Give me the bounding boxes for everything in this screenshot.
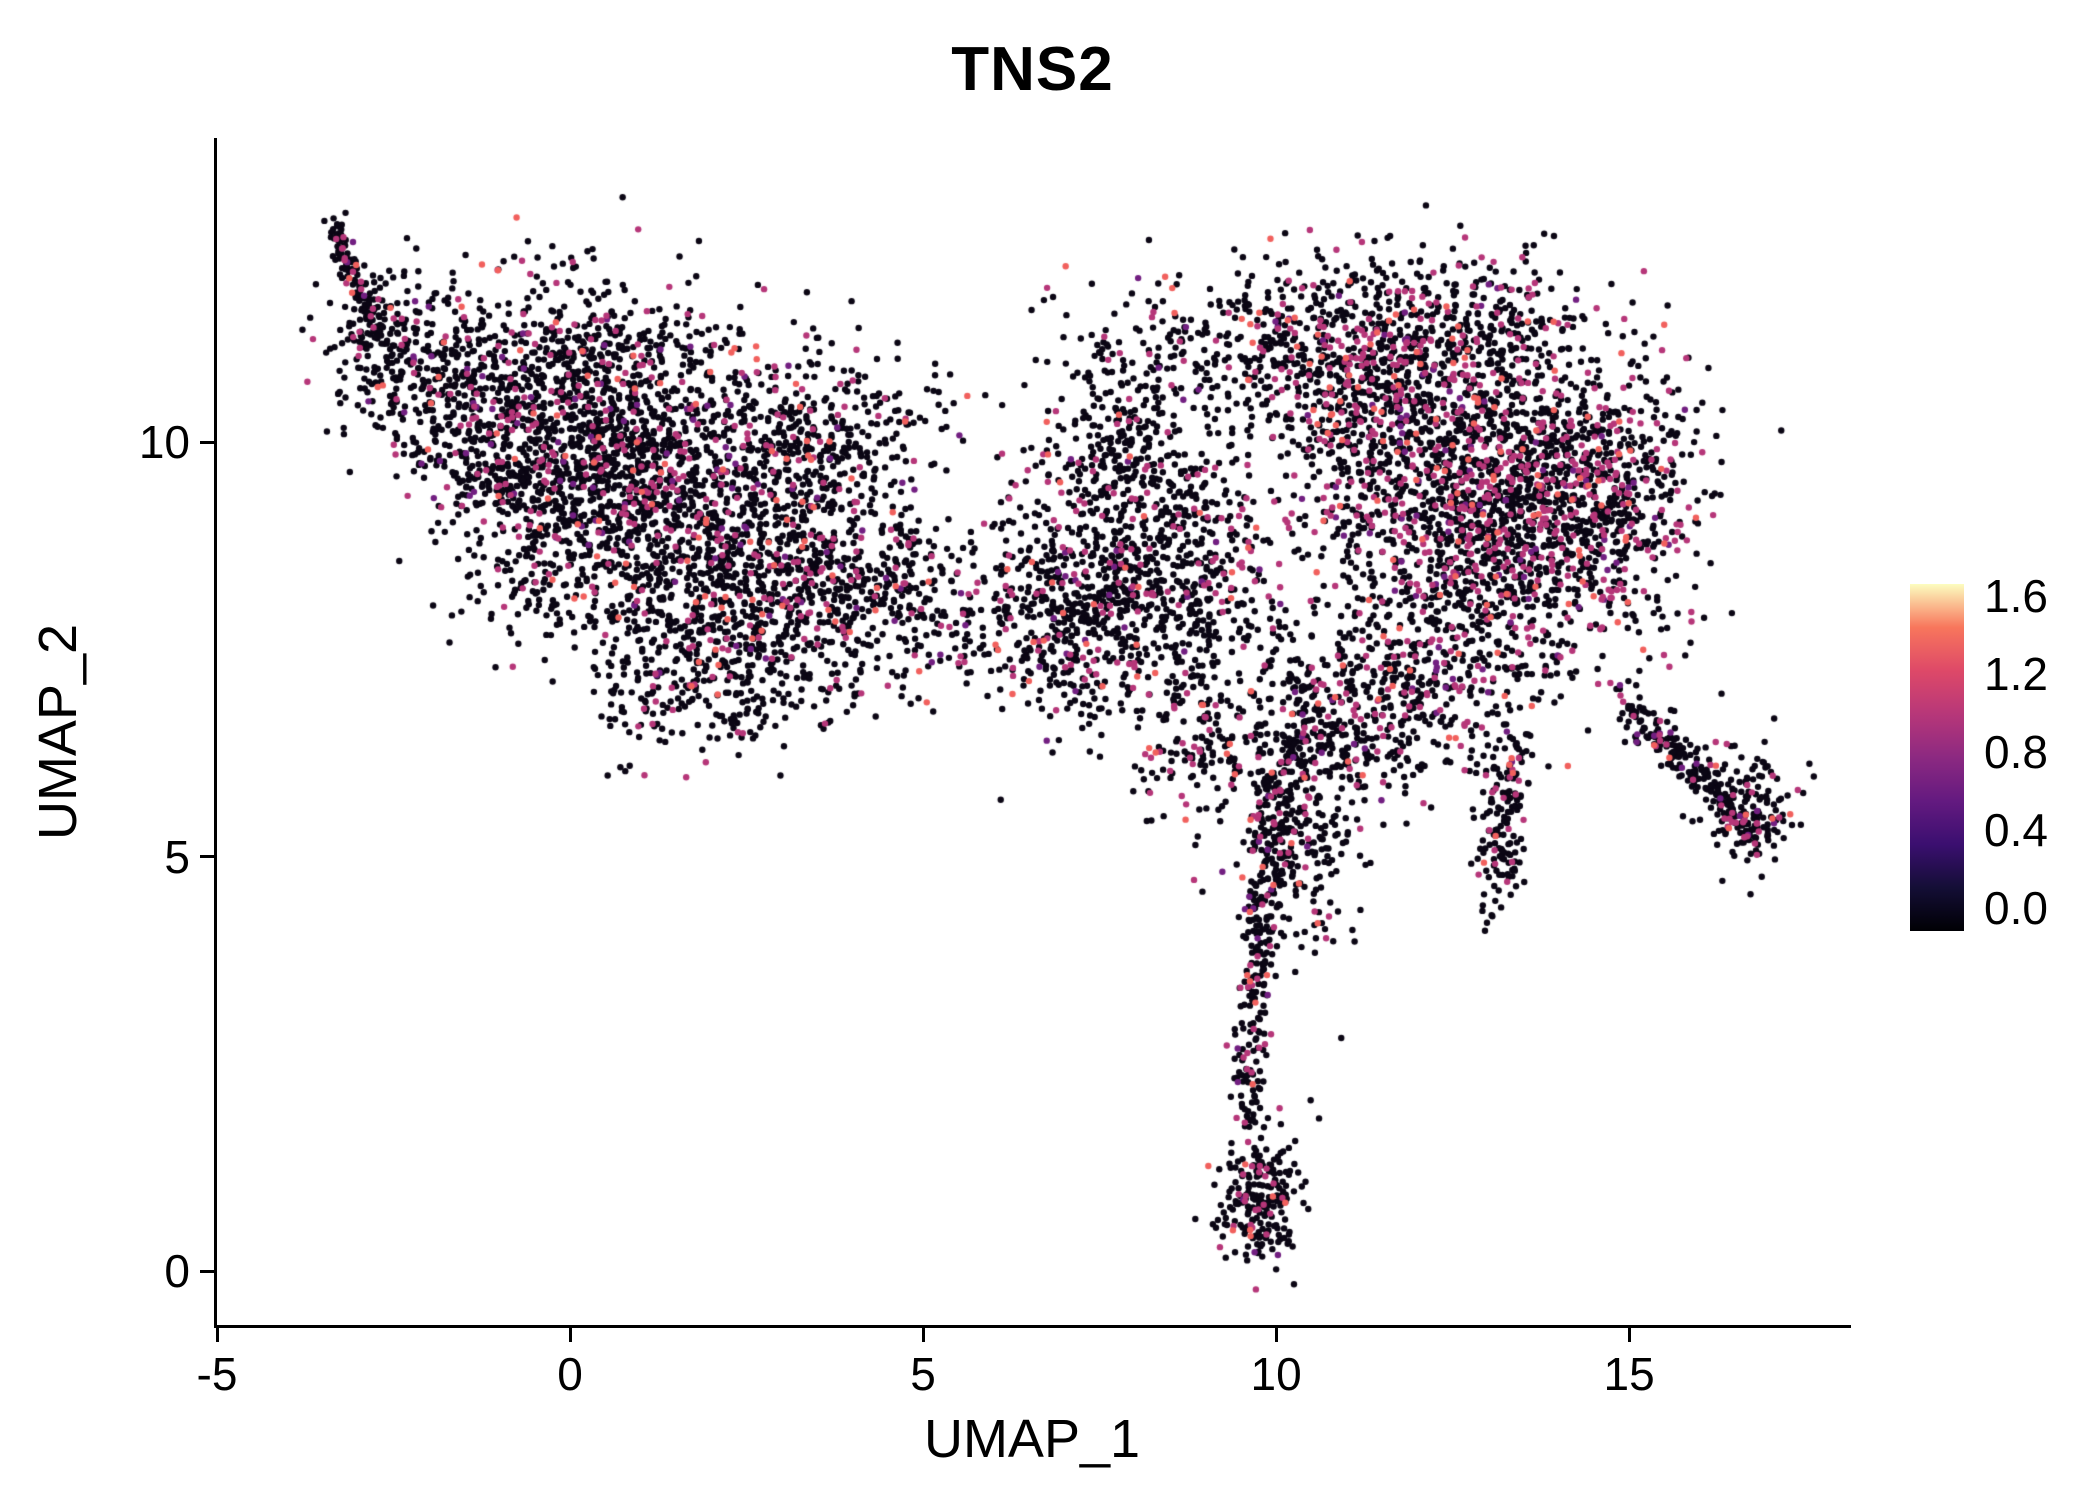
y-tick-label: 5 [164,830,190,883]
colorbar-tick-label: 0.0 [1984,881,2048,934]
y-axis-line [214,138,217,1328]
colorbar-tick-label: 0.4 [1984,803,2048,856]
y-tick-label: 0 [164,1245,190,1298]
x-tick-label: 0 [557,1348,583,1400]
x-tick-mark [1627,1328,1631,1342]
x-tick-label: 15 [1603,1348,1655,1400]
x-tick-label: -5 [196,1348,238,1400]
plot-title: TNS2 [951,35,1114,104]
expression-colorbar [1910,584,1964,931]
x-tick-mark [215,1328,219,1342]
x-tick-label: 5 [910,1348,936,1400]
y-tick-label: 10 [138,416,190,469]
x-tick-mark [1274,1328,1278,1342]
x-axis-line [214,1325,1851,1328]
y-tick-mark [200,855,214,859]
colorbar-tick-label: 1.2 [1984,647,2048,700]
y-tick-mark [200,440,214,444]
colorbar-tick-label: 0.8 [1984,725,2048,778]
x-tick-mark [921,1328,925,1342]
y-tick-mark [200,1269,214,1273]
x-tick-label: 10 [1250,1348,1302,1400]
colorbar-tick-label: 1.6 [1984,569,2048,622]
y-axis-title: UMAP_2 [28,623,88,841]
x-axis-title: UMAP_1 [923,1409,1141,1469]
x-tick-mark [568,1328,572,1342]
